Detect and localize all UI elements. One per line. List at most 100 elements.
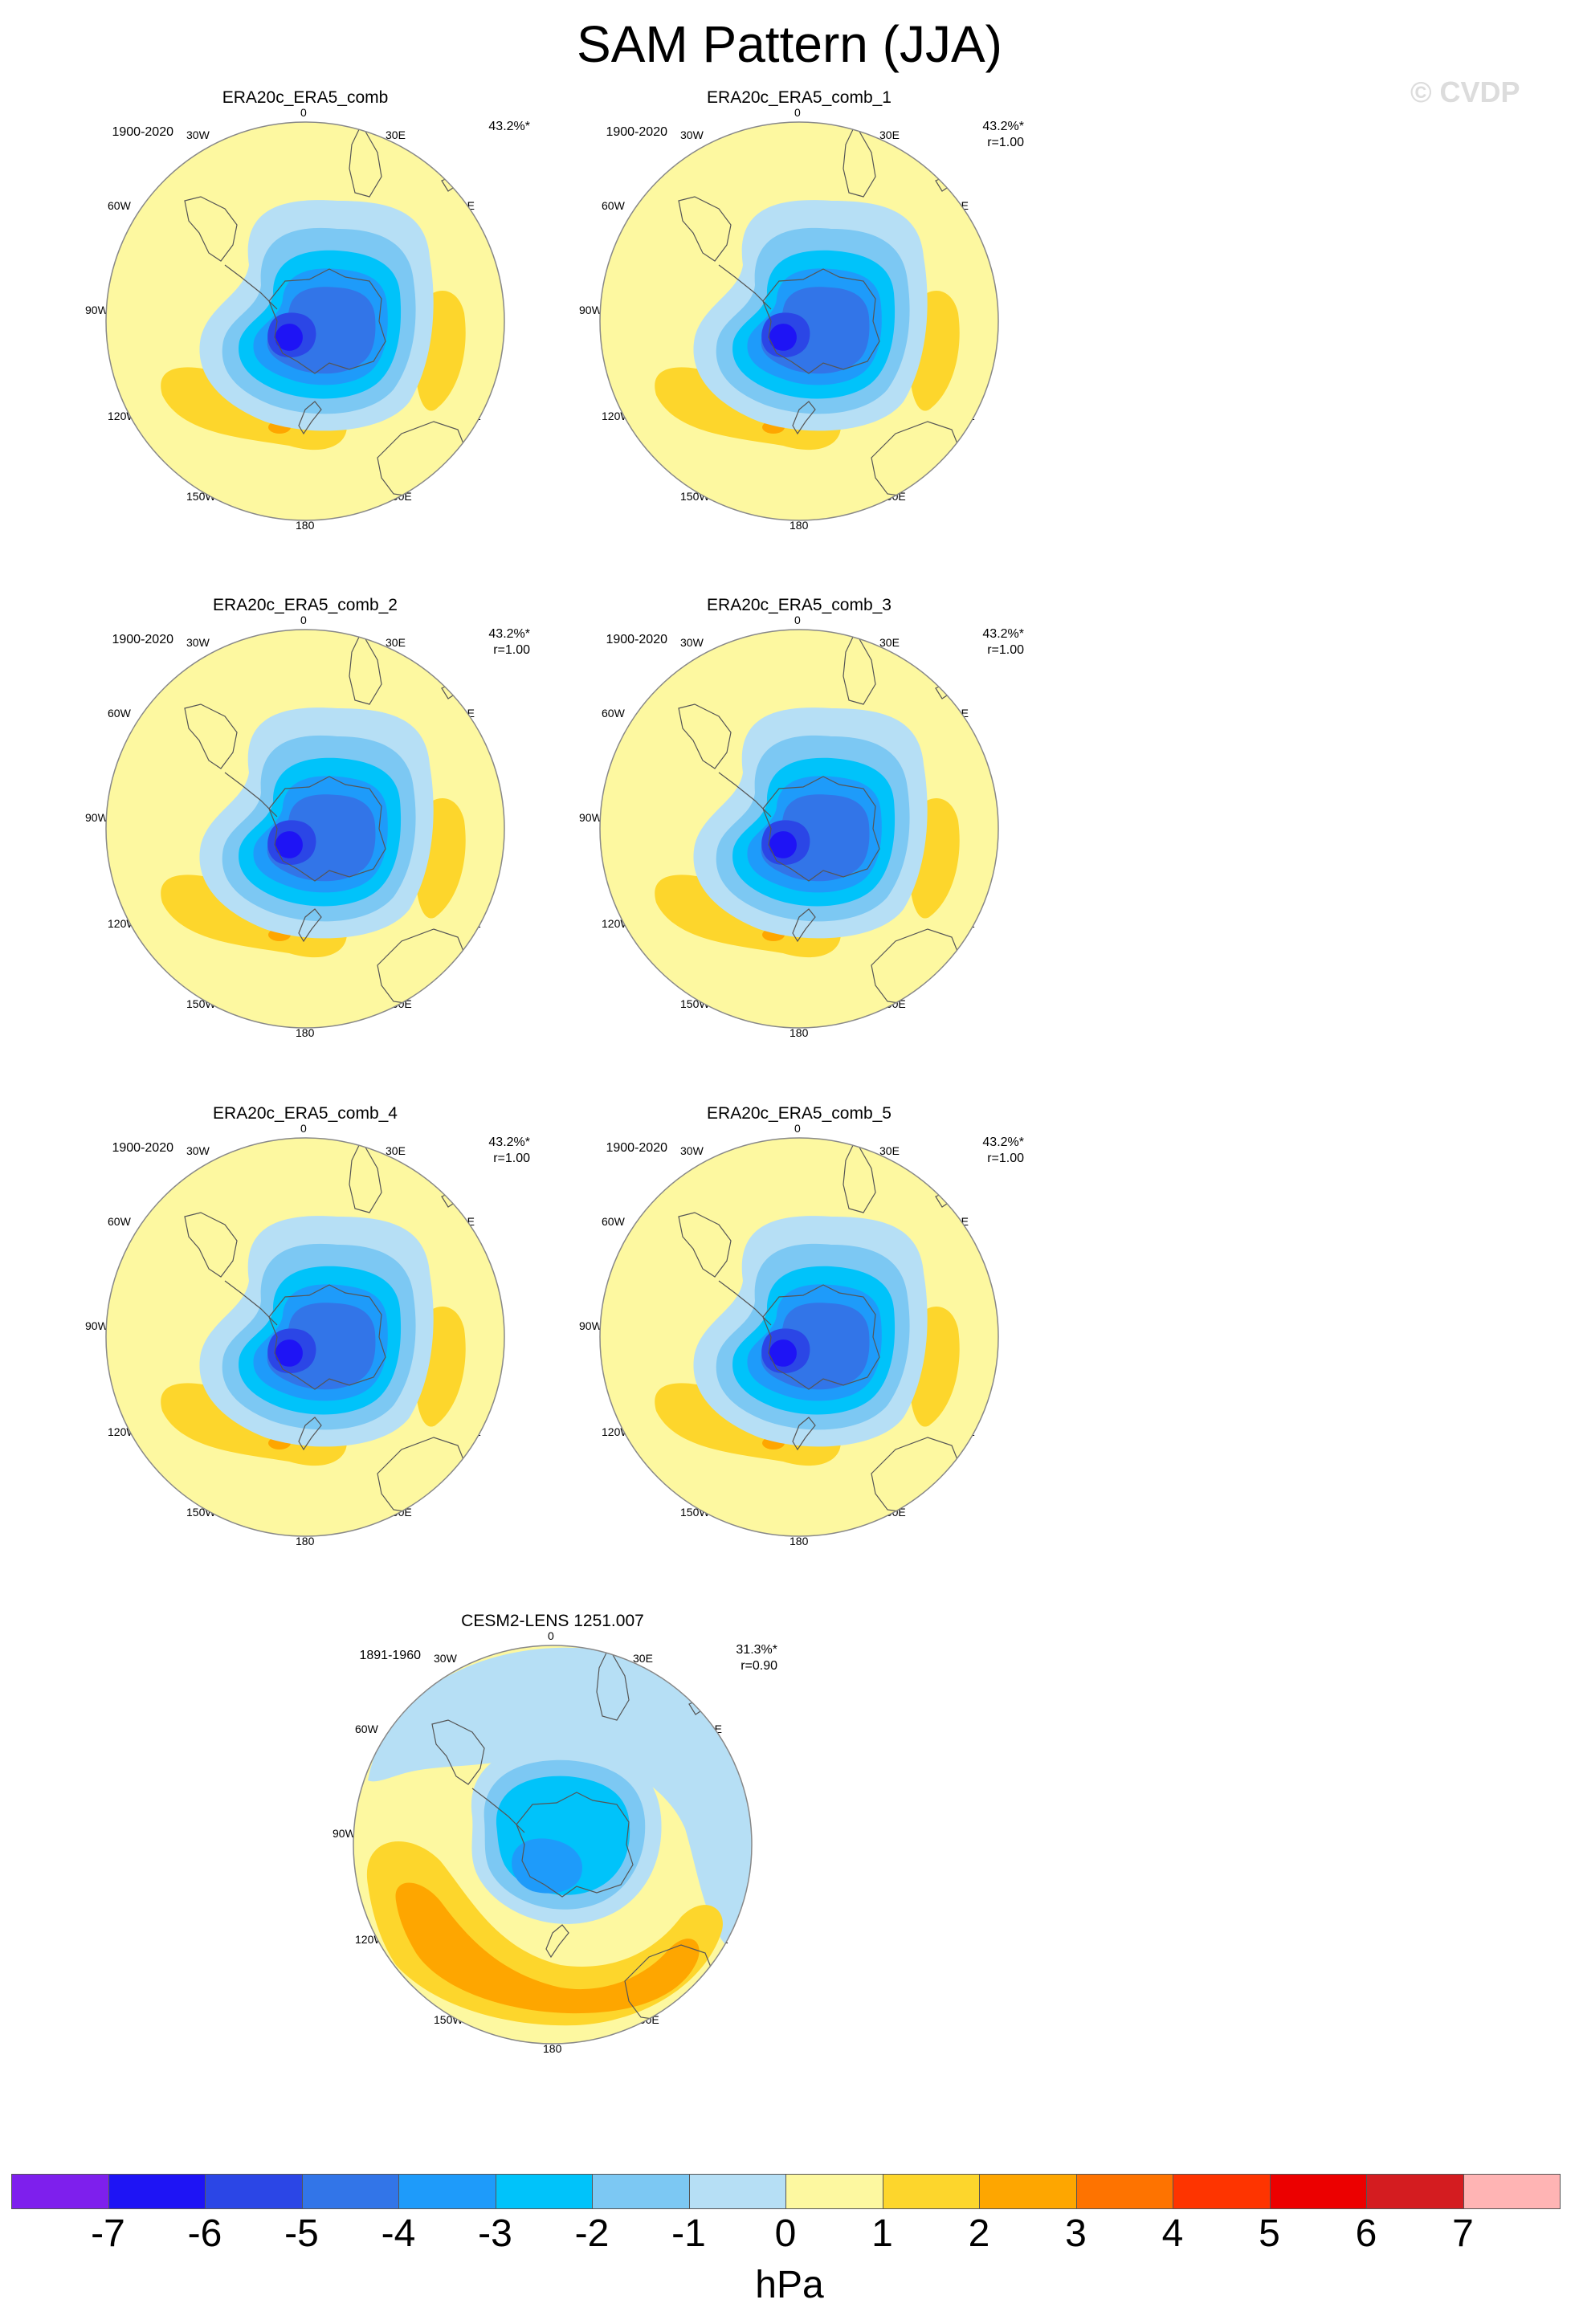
map-panel-2: ERA20c_ERA5_comb_1 1900-2020 43.2%* r=1.… [558, 88, 1040, 578]
lon-label-30e: 30E [386, 128, 406, 141]
panel-pattern-correlation: r=1.00 [987, 1152, 1024, 1165]
colorbar-box [301, 2174, 399, 2209]
panel-pattern-correlation: r=0.90 [741, 1659, 777, 1673]
colorbar-tick-label: 4 [1161, 2212, 1184, 2255]
colorbar-tick-label: 7 [1452, 2212, 1474, 2255]
lon-label-90w: 90W [85, 304, 108, 316]
polar-stereographic-map [105, 121, 505, 521]
polar-stereographic-map [105, 1137, 505, 1537]
map-border [105, 629, 505, 1029]
panel-stats: 43.2%* r=1.00 [928, 626, 1024, 658]
antarctica-outline [762, 1284, 880, 1390]
colorbar-units: hPa [755, 2264, 824, 2306]
new-zealand-outline [792, 1417, 816, 1451]
lon-label-30e: 30E [386, 636, 406, 649]
antarctica-outline [268, 268, 386, 374]
field-contour-minus7 [769, 831, 797, 858]
colorbar-box [688, 2174, 786, 2209]
panel-period: 1891-1960 [359, 1649, 421, 1662]
panel-stats: 43.2%* r=1.00 [928, 119, 1024, 151]
africa-outline [596, 1646, 630, 1721]
south-america-outline [678, 703, 732, 769]
colorbar-box [1075, 2174, 1173, 2209]
panel-period: 1900-2020 [606, 1141, 667, 1155]
south-america-outline [431, 1719, 485, 1785]
colorbar-tick-label: -3 [478, 2212, 512, 2255]
field-contour-minus4 [512, 1838, 582, 1894]
map-border [599, 121, 999, 521]
lon-label-90w: 90W [333, 1827, 356, 1840]
south-america-outline [678, 1212, 732, 1278]
lon-label-90w: 90W [85, 1319, 108, 1332]
lon-label-0: 0 [548, 1629, 554, 1642]
colorbar-box [882, 2174, 980, 2209]
colorbar-box [495, 2174, 593, 2209]
lon-label-90w: 90W [579, 304, 602, 316]
lon-label-30w: 30W [680, 128, 704, 141]
colorbar-box [1463, 2174, 1561, 2209]
antarctic-peninsula-outline [471, 1788, 525, 1833]
panel-period: 1900-2020 [606, 633, 667, 646]
panel-pattern-correlation: r=1.00 [493, 643, 530, 657]
colorbar-tick-label: -1 [671, 2212, 706, 2255]
lon-label-30w: 30W [680, 1144, 704, 1157]
africa-outline [843, 123, 876, 198]
panel-title: ERA20c_ERA5_comb_2 [213, 596, 398, 614]
lon-label-0: 0 [794, 614, 801, 626]
map-border [353, 1645, 753, 2045]
polar-stereographic-map [599, 121, 999, 521]
colorbar-tick-label: 0 [774, 2212, 797, 2255]
panel-variance-pct: 43.2%* [982, 627, 1024, 641]
antarctic-peninsula-outline [224, 1280, 278, 1326]
polar-stereographic-map [353, 1645, 753, 2045]
colorbar-box [979, 2174, 1077, 2209]
panel-title: ERA20c_ERA5_comb_4 [213, 1104, 398, 1123]
colorbar-tick-label: -7 [91, 2212, 125, 2255]
antarctica-outline [268, 1284, 386, 1390]
lon-label-30w: 30W [186, 636, 210, 649]
panel-pattern-correlation: r=1.00 [987, 643, 1024, 657]
lon-label-180: 180 [790, 1026, 809, 1039]
panel-period: 1900-2020 [112, 125, 173, 139]
panel-title: CESM2-LENS 1251.007 [461, 1612, 644, 1630]
antarctica-outline [516, 1792, 634, 1898]
lon-label-0: 0 [300, 106, 307, 119]
lon-label-60w: 60W [602, 199, 625, 212]
map-panel-7: CESM2-LENS 1251.007 1891-1960 31.3%* r=0… [312, 1612, 794, 2102]
map-border [105, 1137, 505, 1537]
map-panel-5: ERA20c_ERA5_comb_4 1900-2020 43.2%* r=1.… [64, 1104, 546, 1594]
lon-label-180: 180 [296, 1026, 315, 1039]
antarctic-peninsula-outline [224, 264, 278, 310]
panel-stats: 43.2%* r=1.00 [928, 1135, 1024, 1167]
map-field-layer [353, 1645, 752, 2044]
panel-variance-pct: 31.3%* [736, 1643, 777, 1657]
panel-period: 1900-2020 [112, 633, 173, 646]
africa-outline [349, 123, 382, 198]
lon-label-30e: 30E [386, 1144, 406, 1157]
lon-label-180: 180 [790, 1535, 809, 1547]
colorbar-tick-label: -5 [284, 2212, 319, 2255]
africa-outline [843, 630, 876, 705]
lon-label-30e: 30E [633, 1652, 653, 1665]
colorbar-box [1173, 2174, 1271, 2209]
lon-label-30e: 30E [879, 636, 900, 649]
antarctica-outline [268, 776, 386, 882]
polar-stereographic-map [599, 629, 999, 1029]
lon-label-90w: 90W [579, 811, 602, 824]
map-panel-3: ERA20c_ERA5_comb_2 1900-2020 43.2%* r=1.… [64, 596, 546, 1086]
colorbar-tick-label: 6 [1355, 2212, 1377, 2255]
lon-label-180: 180 [296, 1535, 315, 1547]
map-field-layer [106, 630, 504, 1028]
panel-stats: 31.3%* r=0.90 [681, 1642, 777, 1674]
copyright-watermark: © CVDP [1410, 75, 1520, 108]
antarctic-peninsula-outline [718, 1280, 772, 1326]
figure-title: SAM Pattern (JJA) [577, 15, 1002, 73]
panel-variance-pct: 43.2%* [488, 627, 530, 641]
lon-label-180: 180 [296, 519, 315, 532]
lon-label-0: 0 [300, 1122, 307, 1135]
lon-label-180: 180 [790, 519, 809, 532]
field-contour-minus7 [275, 324, 303, 351]
new-zealand-outline [298, 401, 322, 435]
africa-outline [349, 1139, 382, 1213]
panel-title: ERA20c_ERA5_comb_5 [707, 1104, 892, 1123]
